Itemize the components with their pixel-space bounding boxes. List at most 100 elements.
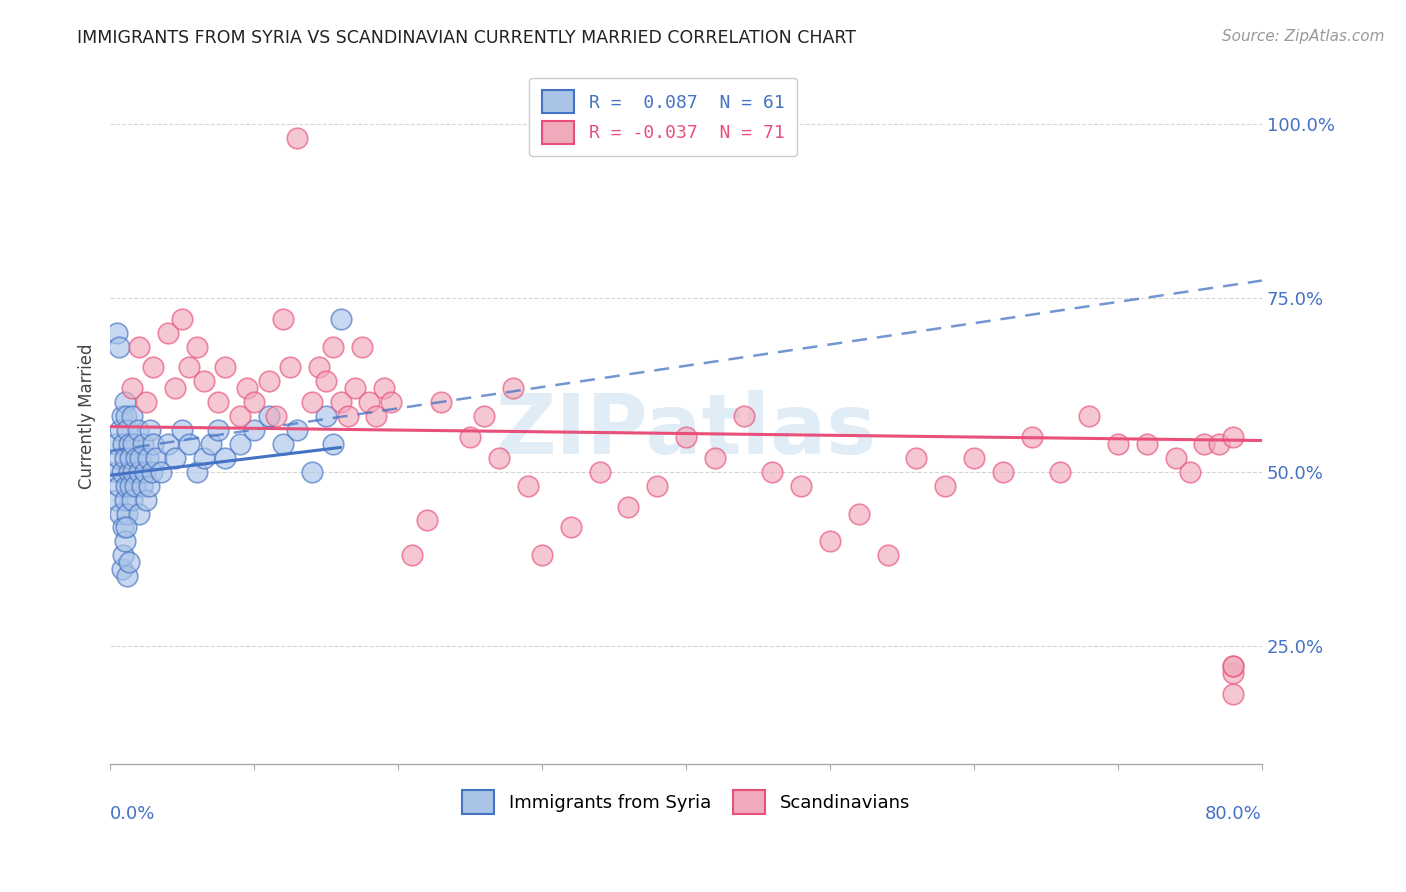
Point (121, 381, 143, 395)
Point (163, 381, 186, 395)
Point (733, 409, 755, 424)
Point (588, 465, 610, 479)
Point (991, 465, 1014, 479)
Point (488, 450, 510, 465)
Point (114, 492, 136, 507)
Point (322, 340, 344, 354)
Point (818, 534, 841, 549)
Point (122, 465, 145, 479)
Point (112, 437, 135, 451)
Point (121, 492, 143, 507)
Point (111, 562, 134, 576)
Point (121, 409, 143, 424)
Point (1078, 409, 1101, 424)
Point (761, 465, 783, 479)
Point (142, 437, 165, 451)
Point (329, 395, 352, 409)
Point (1194, 437, 1216, 451)
Point (134, 465, 156, 479)
Point (115, 409, 138, 424)
Point (118, 437, 141, 451)
Text: 80.0%: 80.0% (1205, 805, 1263, 823)
Point (163, 450, 186, 465)
Point (301, 395, 323, 409)
Point (1021, 430, 1043, 444)
Point (107, 340, 129, 354)
Point (145, 450, 167, 465)
Point (107, 450, 129, 465)
Point (172, 311, 194, 326)
Point (118, 555, 141, 569)
Point (179, 360, 201, 375)
Text: ZIPatlas: ZIPatlas (495, 390, 876, 471)
Point (114, 450, 136, 465)
Point (149, 465, 172, 479)
Text: Source: ZipAtlas.com: Source: ZipAtlas.com (1222, 29, 1385, 44)
Point (207, 395, 229, 409)
Point (207, 423, 229, 437)
Point (193, 375, 215, 389)
Point (416, 513, 439, 527)
Point (257, 375, 280, 389)
Point (128, 340, 150, 354)
Point (1222, 687, 1244, 701)
Point (322, 437, 344, 451)
Point (380, 395, 402, 409)
Point (172, 423, 194, 437)
Point (963, 450, 986, 465)
Point (138, 479, 160, 493)
Point (110, 507, 132, 521)
Point (243, 423, 266, 437)
Point (301, 465, 323, 479)
Point (117, 507, 139, 521)
Point (214, 360, 236, 375)
Point (645, 479, 668, 493)
Point (285, 423, 308, 437)
Point (502, 381, 524, 395)
Point (117, 569, 139, 583)
Point (156, 437, 179, 451)
Point (142, 360, 165, 375)
Point (308, 360, 330, 375)
Point (128, 507, 150, 521)
Point (315, 409, 337, 424)
Point (790, 479, 813, 493)
Point (179, 437, 201, 451)
Point (229, 437, 252, 451)
Point (193, 450, 215, 465)
Point (122, 437, 145, 451)
Point (112, 548, 135, 562)
Point (135, 492, 157, 507)
Point (136, 450, 159, 465)
Point (243, 395, 266, 409)
Point (128, 465, 150, 479)
Point (1222, 666, 1244, 681)
Point (264, 409, 287, 424)
Point (105, 492, 128, 507)
Point (127, 423, 149, 437)
Point (139, 423, 162, 437)
Legend: Immigrants from Syria, Scandinavians: Immigrants from Syria, Scandinavians (454, 783, 917, 821)
Point (111, 465, 134, 479)
Point (848, 507, 870, 521)
Point (352, 340, 374, 354)
Point (1049, 465, 1071, 479)
Point (107, 479, 129, 493)
Point (156, 326, 179, 340)
Point (474, 409, 496, 424)
Point (120, 450, 142, 465)
Point (1222, 659, 1244, 673)
Point (531, 548, 554, 562)
Point (129, 450, 152, 465)
Point (905, 450, 928, 465)
Point (1208, 437, 1230, 451)
Point (114, 395, 136, 409)
Point (271, 311, 294, 326)
Point (257, 409, 280, 424)
Point (135, 395, 157, 409)
Point (430, 395, 453, 409)
Point (560, 520, 582, 534)
Point (124, 479, 146, 493)
Point (876, 548, 898, 562)
Point (114, 534, 136, 549)
